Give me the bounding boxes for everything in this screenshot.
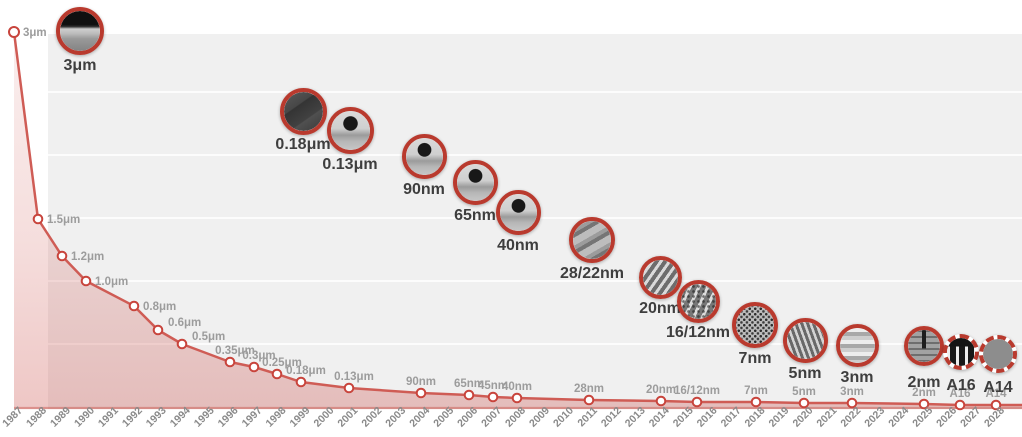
badge-label-7nm: 7nm bbox=[738, 350, 772, 367]
point-label-0-6um: 0.6μm bbox=[168, 317, 201, 329]
point-90nm bbox=[415, 387, 427, 399]
point-label-a14: A14 bbox=[985, 388, 1007, 400]
point-20nm bbox=[655, 395, 667, 407]
point-1-5um bbox=[32, 213, 44, 225]
badge-label-a14: A14 bbox=[983, 379, 1013, 396]
badge-label-16-12nm: 16/12nm bbox=[665, 323, 731, 341]
micrograph-image-a14 bbox=[983, 339, 1013, 369]
micrograph-image-65nm bbox=[456, 163, 494, 201]
point-1-0um bbox=[80, 275, 92, 287]
point-label-2nm: 2nm bbox=[912, 387, 936, 399]
point-0-13um bbox=[343, 382, 355, 394]
point-label-7nm: 7nm bbox=[744, 385, 768, 397]
badge-0-13um bbox=[326, 106, 374, 154]
curve-area-fill bbox=[14, 32, 1022, 409]
badge-label-28-22nm: 28/22nm bbox=[559, 265, 625, 282]
point-16-12nm bbox=[691, 396, 703, 408]
point-label-5nm: 5nm bbox=[792, 386, 816, 398]
point-label-16-12nm: 16/12nm bbox=[674, 385, 720, 397]
point-a14 bbox=[990, 399, 1002, 411]
badge-label-2nm: 2nm bbox=[907, 374, 941, 391]
point-3um bbox=[8, 26, 20, 38]
badge-16-12nm bbox=[676, 279, 720, 323]
point-a16 bbox=[954, 399, 966, 411]
badge-65nm bbox=[452, 159, 498, 205]
micrograph-image-3nm bbox=[839, 327, 875, 363]
point-label-a16: A16 bbox=[949, 388, 970, 400]
point-0-3um bbox=[248, 361, 260, 373]
point-label-1-2um: 1.2μm bbox=[71, 251, 104, 263]
badge-5nm bbox=[782, 317, 828, 363]
process-node-curve bbox=[12, 31, 1022, 407]
point-5nm bbox=[798, 397, 810, 409]
point-3nm bbox=[846, 397, 858, 409]
point-label-28nm: 28nm bbox=[574, 383, 604, 395]
point-2nm bbox=[918, 398, 930, 410]
micrograph-image-16-12nm bbox=[680, 283, 716, 319]
micrograph-image-90nm bbox=[405, 137, 443, 175]
point-label-0-3um: 0.3μm bbox=[242, 350, 275, 362]
point-label-40nm: 40nm bbox=[502, 381, 532, 393]
badge-label-40nm: 40nm bbox=[497, 236, 539, 254]
point-28nm bbox=[583, 394, 595, 406]
point-0-8um bbox=[128, 300, 140, 312]
badge-label-a16: A16 bbox=[946, 377, 976, 394]
badge-3nm bbox=[835, 323, 879, 367]
point-65nm bbox=[463, 389, 475, 401]
micrograph-image-3um bbox=[60, 11, 100, 51]
point-0-25um bbox=[271, 368, 283, 380]
badge-0-18um bbox=[279, 87, 327, 135]
badge-7nm bbox=[732, 302, 778, 348]
micrograph-image-28-22nm bbox=[573, 221, 611, 259]
point-label-0-13um: 0.13μm bbox=[334, 371, 374, 383]
point-label-0-18um: 0.18μm bbox=[286, 365, 326, 377]
point-0-35um bbox=[224, 356, 236, 368]
point-45nm bbox=[487, 391, 499, 403]
point-label-0-8um: 0.8μm bbox=[143, 301, 176, 313]
point-label-1-0um: 1.0μm bbox=[95, 276, 128, 288]
point-0-5um bbox=[176, 338, 188, 350]
point-label-90nm: 90nm bbox=[406, 376, 436, 388]
badge-label-3um: 3μm bbox=[63, 57, 97, 74]
badge-label-5nm: 5nm bbox=[788, 364, 822, 382]
point-label-45nm: 45nm bbox=[478, 380, 508, 392]
point-0-18um bbox=[295, 376, 307, 388]
badge-20nm bbox=[638, 255, 682, 299]
badge-40nm bbox=[495, 189, 541, 235]
micrograph-image-40nm bbox=[499, 193, 537, 231]
point-7nm bbox=[750, 396, 762, 408]
badge-28-22nm bbox=[569, 217, 615, 263]
badge-label-0-13um: 0.13μm bbox=[322, 155, 378, 173]
micrograph-image-7nm bbox=[736, 306, 774, 344]
badge-3um bbox=[56, 7, 104, 55]
badge-label-90nm: 90nm bbox=[403, 180, 445, 198]
badge-a16-future bbox=[943, 334, 979, 370]
point-label-0-35um: 0.35μm bbox=[215, 345, 255, 357]
point-0-6um bbox=[152, 324, 164, 336]
micrograph-image-2nm bbox=[908, 330, 940, 362]
point-label-3um: 3μm bbox=[23, 27, 47, 39]
badge-a14-future bbox=[979, 335, 1017, 373]
point-label-65nm: 65nm bbox=[454, 378, 484, 390]
micrograph-image-20nm bbox=[642, 259, 678, 295]
point-label-3nm: 3nm bbox=[840, 386, 864, 398]
micrograph-image-a16 bbox=[947, 338, 975, 366]
badge-2nm bbox=[904, 326, 944, 366]
point-label-1-5um: 1.5μm bbox=[47, 214, 80, 226]
micrograph-image-0-13um bbox=[330, 110, 370, 150]
micrograph-image-0-18um bbox=[283, 91, 323, 131]
point-label-20nm: 20nm bbox=[646, 384, 676, 396]
point-1-2um bbox=[56, 250, 68, 262]
point-40nm bbox=[511, 392, 523, 404]
point-label-0-5um: 0.5μm bbox=[192, 331, 225, 343]
point-label-0-25um: 0.25μm bbox=[262, 357, 302, 369]
badge-90nm bbox=[401, 133, 447, 179]
badge-label-3nm: 3nm bbox=[840, 368, 874, 386]
badge-label-65nm: 65nm bbox=[454, 206, 496, 224]
badge-label-20nm: 20nm bbox=[639, 299, 681, 317]
micrograph-image-5nm bbox=[786, 321, 824, 359]
badge-label-0-18um: 0.18μm bbox=[275, 135, 331, 153]
